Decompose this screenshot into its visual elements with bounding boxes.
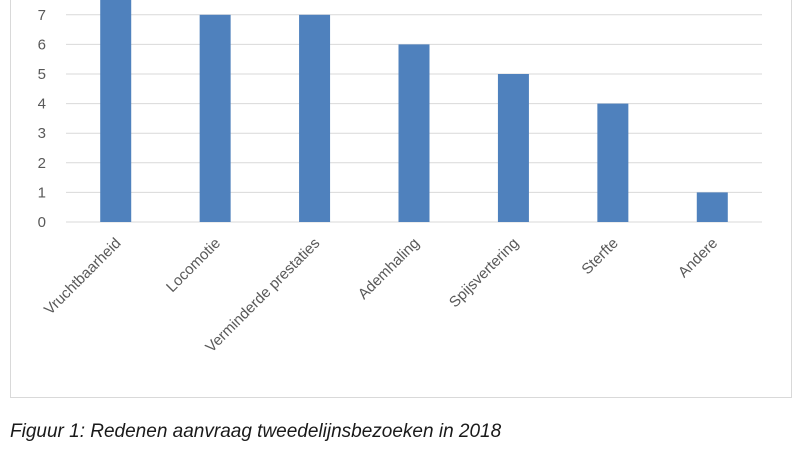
- category-label: Spijsvertering: [446, 235, 522, 311]
- bar-verminderde-prestaties: [299, 14, 331, 222]
- bars: [100, 0, 728, 223]
- y-tick-label: 1: [38, 184, 46, 201]
- bar-chart: 0 1 2 3 4 5 6 7 Vruchtbaarheid LocomotieVerminde…: [38, 0, 762, 356]
- category-label: Andere: [675, 235, 721, 281]
- y-tick-label: 5: [38, 66, 46, 83]
- y-axis-ticks: 0 1 2 3 4 5 6 7: [38, 7, 46, 231]
- bar-sterfte: [597, 103, 629, 222]
- y-tick-label: 4: [38, 96, 46, 113]
- y-tick-label: 7: [38, 7, 46, 24]
- bar-spijsvertering: [497, 74, 529, 222]
- bar-locomotie: [199, 14, 231, 222]
- category-label: Vruchtbaarheid: [41, 235, 125, 319]
- category-label: Ademhaling: [355, 235, 423, 303]
- y-tick-label: 3: [38, 125, 46, 142]
- y-tick-label: 2: [38, 155, 46, 172]
- y-tick-label: 0: [38, 214, 46, 231]
- bar-ademhaling: [398, 44, 430, 223]
- figure-caption: Figuur 1: Redenen aanvraag tweedelijnsbe…: [10, 421, 502, 442]
- category-label: Verminderde prestaties: [202, 235, 323, 356]
- bar-vruchtbaarheid: [100, 0, 132, 223]
- category-label: Sterfte: [578, 235, 621, 278]
- bar-andere: [696, 192, 728, 222]
- y-tick-label: 6: [38, 36, 46, 53]
- category-label: Locomotie: [163, 235, 224, 296]
